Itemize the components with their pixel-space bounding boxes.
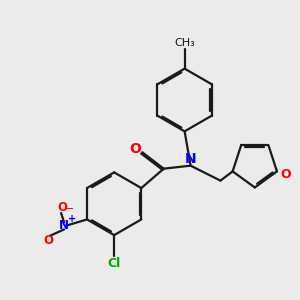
Text: Cl: Cl (107, 257, 121, 270)
Text: CH₃: CH₃ (174, 38, 195, 48)
Text: O: O (280, 168, 291, 181)
Text: O: O (130, 142, 142, 156)
Text: O: O (58, 201, 68, 214)
Text: −: − (65, 204, 74, 214)
Text: N: N (185, 152, 197, 166)
Text: O: O (44, 234, 53, 247)
Text: N: N (59, 219, 69, 232)
Text: +: + (68, 214, 76, 224)
